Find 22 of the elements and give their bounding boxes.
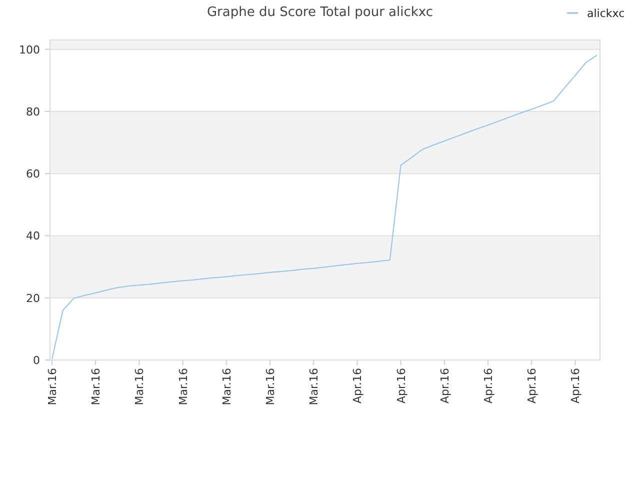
x-tick-label: Mar.16 [133, 368, 146, 406]
x-tick-label: Mar.16 [264, 368, 277, 406]
x-tick-label: Apr.16 [351, 368, 364, 404]
y-tick-label: 0 [33, 354, 40, 367]
y-tick-label: 100 [19, 43, 40, 56]
y-tick-label: 60 [26, 168, 40, 181]
x-tick-label: Apr.16 [482, 368, 495, 404]
y-tick-label: 40 [26, 230, 40, 243]
x-tick-label: Mar.16 [46, 368, 59, 406]
chart-title: Graphe du Score Total pour alickxc [206, 5, 434, 20]
x-tick-label: Apr.16 [569, 368, 582, 404]
x-tick-label: Apr.16 [394, 368, 408, 404]
x-tick-label: Mar.16 [308, 368, 321, 406]
legend-label: alickxc [587, 7, 625, 20]
line-series [52, 54, 598, 360]
x-tick-label: Mar.16 [220, 368, 234, 406]
x-tick-label: Mar.16 [176, 368, 190, 406]
x-tick-label: Mar.16 [90, 368, 103, 406]
y-tick-label: 80 [26, 105, 40, 118]
y-tick-label: 20 [26, 292, 40, 305]
x-tick-label: Apr.16 [526, 368, 539, 404]
x-tick-label: Apr.16 [438, 368, 452, 404]
